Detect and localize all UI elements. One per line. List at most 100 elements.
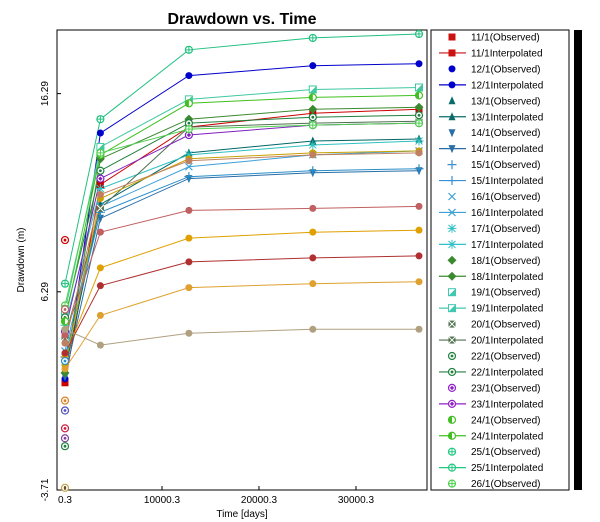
legend-marker [447, 223, 457, 233]
data-point [414, 164, 424, 174]
legend-label: 18/1(Observed) [471, 256, 540, 267]
x-tick-labels: 0.3 10000.3 20000.3 30000.3 [58, 486, 374, 506]
legend-label: 11/1(Observed) [471, 33, 540, 44]
data-point [309, 280, 317, 288]
observed-point [60, 305, 70, 314]
legend-label: 18/1Interpolated [471, 272, 543, 283]
data-point [96, 115, 105, 124]
data-point [185, 234, 193, 242]
legend-label: 26/1(Observed) [471, 479, 540, 490]
legend-marker [447, 415, 457, 424]
data-point [308, 93, 317, 102]
data-point [60, 279, 70, 288]
data-point [415, 325, 423, 333]
observed-point [60, 434, 70, 443]
legend-item: 18/1(Observed) [447, 255, 540, 267]
data-point [96, 166, 105, 175]
legend-item: 22/1(Observed) [447, 352, 540, 363]
legend-item: 26/1(Observed) [447, 479, 540, 490]
legend-marker [448, 336, 456, 344]
legend-label: 22/1Interpolated [471, 367, 543, 378]
data-point [414, 102, 424, 112]
legend-item: 15/1(Observed) [447, 160, 540, 171]
legend-item: 14/1Interpolated [439, 144, 543, 155]
data-point [308, 85, 317, 94]
legend-label: 15/1Interpolated [471, 176, 543, 187]
legend-marker [447, 255, 457, 265]
data-point [414, 111, 424, 120]
chart-title: Drawdown vs. Time [167, 11, 316, 28]
legend-marker [448, 33, 456, 41]
legend-label: 24/1Interpolated [471, 431, 543, 442]
data-point [61, 325, 69, 333]
data-point [184, 130, 193, 140]
legend-item: 11/1(Observed) [448, 33, 540, 44]
legend-scrollbar[interactable] [574, 30, 582, 490]
data-point [61, 331, 69, 339]
legend-marker [448, 208, 456, 217]
legend-label: 14/1Interpolated [471, 144, 543, 155]
data-point [185, 72, 193, 80]
data-point [308, 166, 318, 176]
y-tick-label: 6.29 [40, 282, 51, 302]
data-point [414, 91, 424, 100]
legend-item: 23/1Interpolated [439, 399, 543, 410]
legend-item: 18/1Interpolated [439, 271, 543, 283]
legend-label: 14/1(Observed) [471, 128, 540, 139]
legend-item: 12/1Interpolated [439, 80, 543, 91]
observed-point [60, 356, 70, 366]
legend-label: 16/1Interpolated [471, 208, 543, 219]
data-point [309, 228, 317, 236]
data-point [61, 349, 69, 357]
data-point [61, 379, 69, 387]
legend-item: 22/1Interpolated [439, 367, 543, 378]
legend-label: 22/1(Observed) [471, 352, 540, 363]
data-point [415, 202, 423, 210]
legend-item: 13/1(Observed) [448, 96, 540, 107]
legend-marker [447, 271, 457, 281]
data-point [415, 226, 423, 234]
legend-marker [448, 192, 456, 201]
data-point [184, 99, 193, 108]
data-point [61, 339, 69, 347]
legend-marker [448, 288, 456, 297]
data-point [414, 136, 424, 146]
legend-marker [447, 399, 457, 408]
legend-item: 11/1Interpolated [439, 48, 543, 59]
legend-marker [448, 65, 456, 73]
data-point [96, 228, 104, 236]
legend-item: 24/1Interpolated [439, 431, 543, 442]
legend-item: 14/1(Observed) [448, 128, 540, 139]
data-point [185, 329, 193, 337]
data-point [414, 29, 424, 39]
legend-marker [447, 367, 457, 377]
legend-marker [448, 49, 456, 57]
legend-label: 20/1Interpolated [471, 336, 543, 347]
data-point [415, 149, 423, 157]
data-point [185, 258, 193, 266]
data-point [415, 60, 423, 68]
legend-label: 11/1Interpolated [471, 48, 543, 59]
data-point [96, 190, 104, 198]
data-point [185, 284, 193, 292]
marker-layer [60, 29, 424, 492]
legend-item: 24/1(Observed) [447, 415, 540, 426]
legend-item: 23/1(Observed) [447, 383, 540, 394]
data-point [415, 252, 423, 260]
data-point [96, 148, 105, 157]
data-point [184, 150, 194, 160]
y-tick-label: -3.71 [40, 478, 51, 501]
legend-item: 13/1Interpolated [439, 112, 543, 123]
data-point [309, 62, 317, 70]
data-point [185, 157, 193, 165]
legend-item: 15/1Interpolated [439, 176, 543, 187]
data-point [96, 282, 104, 290]
x-axis-label: Time [days] [216, 509, 268, 520]
data-point [415, 83, 423, 92]
legend-marker [448, 320, 456, 328]
legend-label: 19/1Interpolated [471, 304, 543, 315]
observed-point [60, 406, 70, 415]
legend-label: 19/1(Observed) [471, 288, 540, 299]
legend-item: 25/1(Observed) [447, 447, 540, 458]
data-point [95, 184, 105, 194]
